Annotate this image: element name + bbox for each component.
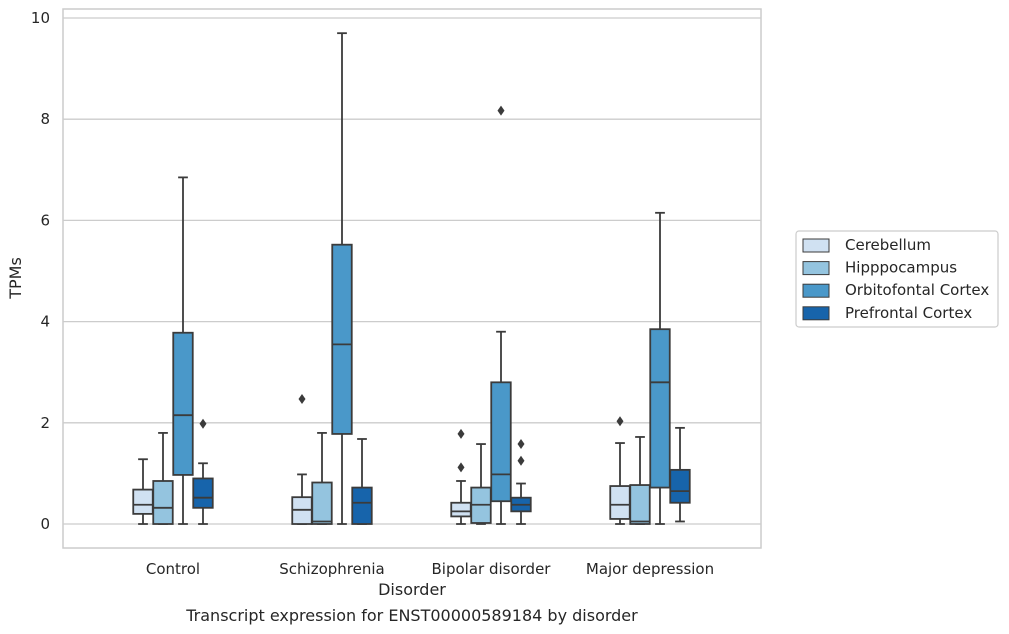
legend-label: Cerebellum bbox=[845, 236, 931, 254]
box-iqr bbox=[132, 488, 154, 515]
legend-frame bbox=[795, 230, 999, 328]
box-iqr bbox=[311, 481, 333, 525]
x-tick-label: Control bbox=[146, 560, 200, 578]
x-axis-title: Disorder bbox=[378, 580, 446, 599]
outlier-point bbox=[497, 105, 505, 116]
y-tick-labels: 0 2 4 6 8 10 bbox=[31, 9, 50, 533]
outlier-point bbox=[298, 394, 306, 405]
legend-label: Hipppocampus bbox=[845, 259, 957, 277]
y-tick-label: 4 bbox=[40, 313, 50, 331]
box-prefrontal-cortex-0 bbox=[192, 418, 214, 525]
outlier-point bbox=[199, 418, 207, 429]
y-tick-label: 0 bbox=[40, 515, 50, 533]
box-prefrontal-cortex-1 bbox=[351, 438, 373, 525]
y-tick-label: 2 bbox=[40, 414, 50, 432]
box-hipppocampus-2 bbox=[470, 443, 492, 525]
legend-label: Prefrontal Cortex bbox=[845, 304, 972, 322]
box-iqr bbox=[649, 328, 671, 489]
box-hipppocampus-1 bbox=[311, 432, 333, 525]
x-tick-label: Major depression bbox=[586, 560, 714, 578]
box-iqr bbox=[629, 484, 651, 525]
box-iqr bbox=[192, 477, 214, 509]
legend-swatch bbox=[802, 306, 830, 321]
outlier-point bbox=[457, 428, 465, 439]
y-tick-label: 6 bbox=[40, 211, 50, 229]
x-tick-label: Schizophrenia bbox=[279, 560, 384, 578]
box-orbitofontal-cortex-2 bbox=[490, 105, 512, 525]
outlier-point bbox=[616, 416, 624, 427]
box-cerebellum-0 bbox=[132, 458, 154, 525]
box-iqr bbox=[331, 243, 353, 435]
boxes-layer bbox=[132, 32, 691, 525]
figure-caption: Transcript expression for ENST0000058918… bbox=[186, 606, 638, 625]
box-iqr bbox=[450, 501, 472, 518]
plot-frame bbox=[62, 8, 762, 549]
box-cerebellum-2 bbox=[450, 428, 472, 525]
box-iqr bbox=[152, 480, 174, 525]
y-tick-label: 8 bbox=[40, 110, 50, 128]
box-prefrontal-cortex-2 bbox=[510, 439, 532, 525]
box-iqr bbox=[609, 485, 631, 520]
legend-swatch bbox=[802, 283, 830, 298]
y-tick-label: 10 bbox=[31, 9, 50, 27]
box-orbitofontal-cortex-3 bbox=[649, 211, 671, 525]
legend: Cerebellum Hipppocampus Orbitofontal Corte… bbox=[795, 230, 999, 328]
box-iqr bbox=[172, 331, 194, 476]
box-orbitofontal-cortex-1 bbox=[331, 32, 353, 525]
box-hipppocampus-0 bbox=[152, 432, 174, 525]
legend-label: Orbitofontal Cortex bbox=[845, 281, 989, 299]
box-iqr bbox=[351, 486, 373, 525]
box-cerebellum-3 bbox=[609, 416, 631, 525]
outlier-point bbox=[517, 455, 525, 466]
box-hipppocampus-3 bbox=[629, 436, 651, 525]
x-tick-label: Bipolar disorder bbox=[432, 560, 552, 578]
legend-swatch bbox=[802, 261, 830, 276]
box-iqr bbox=[490, 381, 512, 503]
outlier-point bbox=[457, 462, 465, 473]
x-tick-labels: Control Schizophrenia Bipolar disorder Majo… bbox=[146, 560, 714, 578]
box-cerebellum-1 bbox=[291, 394, 313, 525]
y-axis-title: TPMs bbox=[6, 257, 25, 300]
legend-swatch bbox=[802, 238, 830, 253]
box-orbitofontal-cortex-0 bbox=[172, 176, 194, 525]
box-prefrontal-cortex-3 bbox=[669, 426, 691, 523]
box-iqr bbox=[669, 468, 691, 504]
outlier-point bbox=[517, 439, 525, 450]
